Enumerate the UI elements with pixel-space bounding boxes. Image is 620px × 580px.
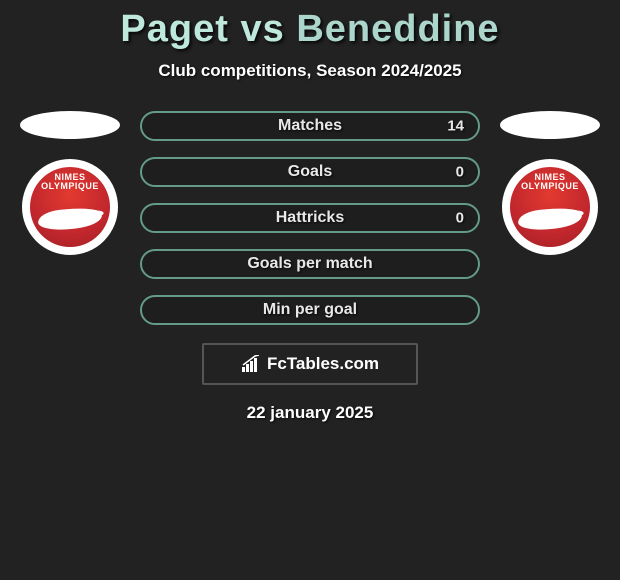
comparison-card: Paget vs Beneddine Club competitions, Se… <box>0 0 620 423</box>
player2-name: Beneddine <box>296 8 499 50</box>
team2-badge-inner: NIMES OLYMPIQUE <box>510 167 590 247</box>
stat-label: Hattricks <box>276 209 344 227</box>
stat-row-goals: Goals 0 <box>140 157 480 187</box>
stat-row-goals-per-match: Goals per match <box>140 249 480 279</box>
stat-label: Goals per match <box>247 255 372 273</box>
date-label: 22 january 2025 <box>0 403 620 423</box>
stat-label: Min per goal <box>263 301 357 319</box>
badge-text-line2: OLYMPIQUE <box>41 182 99 191</box>
team1-badge: NIMES OLYMPIQUE <box>22 159 118 255</box>
stat-label: Goals <box>288 163 332 181</box>
subtitle: Club competitions, Season 2024/2025 <box>0 61 620 81</box>
right-column: NIMES OLYMPIQUE <box>500 111 600 255</box>
brand-box: FcTables.com <box>202 343 418 385</box>
page-title: Paget vs Beneddine <box>0 8 620 51</box>
player2-placeholder <box>500 111 600 139</box>
stat-row-hattricks: Hattricks 0 <box>140 203 480 233</box>
stat-row-matches: Matches 14 <box>140 111 480 141</box>
vs-label: vs <box>240 8 284 50</box>
brand-text: FcTables.com <box>267 354 379 374</box>
content-row: NIMES OLYMPIQUE Matches 14 Goals 0 Hattr… <box>0 111 620 325</box>
stats-column: Matches 14 Goals 0 Hattricks 0 Goals per… <box>140 111 480 325</box>
team1-badge-inner: NIMES OLYMPIQUE <box>30 167 110 247</box>
stat-row-min-per-goal: Min per goal <box>140 295 480 325</box>
left-column: NIMES OLYMPIQUE <box>20 111 120 255</box>
badge-text-line2: OLYMPIQUE <box>521 182 579 191</box>
crocodile-icon <box>517 206 582 232</box>
stat-right-value: 14 <box>447 118 464 135</box>
player1-placeholder <box>20 111 120 139</box>
stat-right-value: 0 <box>456 164 464 181</box>
crocodile-icon <box>37 206 102 232</box>
team2-badge: NIMES OLYMPIQUE <box>502 159 598 255</box>
chart-icon <box>241 355 263 373</box>
stat-right-value: 0 <box>456 210 464 227</box>
player1-name: Paget <box>120 8 228 50</box>
stat-label: Matches <box>278 117 342 135</box>
